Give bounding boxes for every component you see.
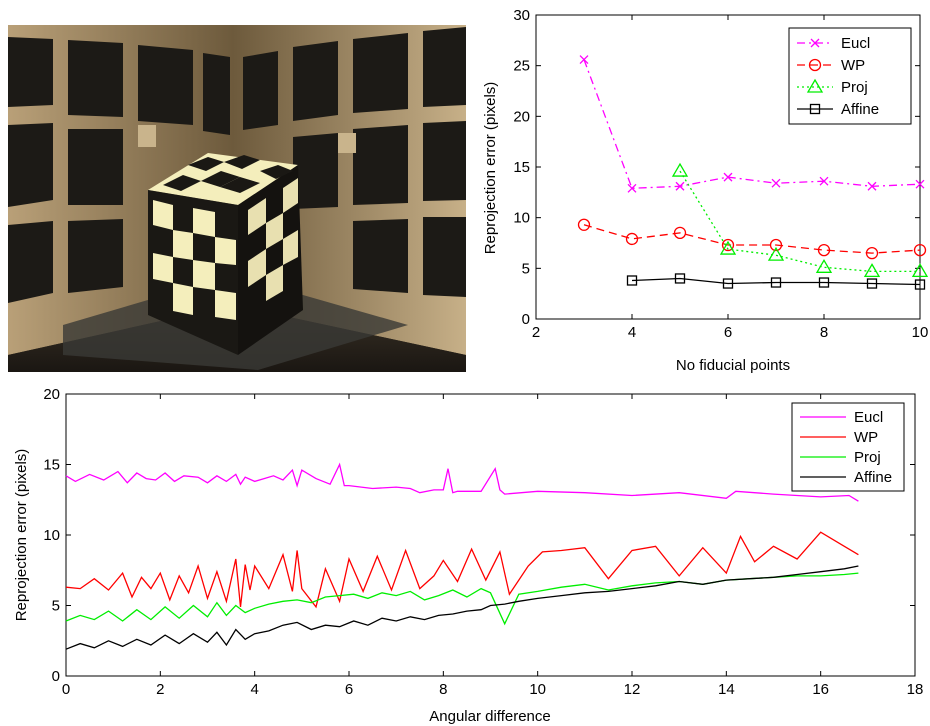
y-tick-label: 20 [43,386,60,403]
top-chart-ylabel: Reprojection error (pixels) [482,82,499,255]
legend-label: Proj [841,79,868,96]
y-tick-label: 0 [52,668,60,685]
series-affine [66,566,858,649]
series-eucl [66,465,858,502]
bottom-chart-xlabel: Angular difference [429,708,550,725]
y-tick-label: 10 [43,527,60,544]
x-tick-label: 12 [624,681,641,698]
top-chart-xlabel: No fiducial points [676,357,790,374]
legend-label: WP [854,429,878,446]
y-tick-label: 25 [513,58,530,75]
data-point [817,260,831,272]
y-tick-label: 15 [43,457,60,474]
top-chart-legend: Eucl WP Proj Affine [789,28,911,124]
bottom-chart-ylabel: Reprojection error (pixels) [13,449,30,622]
y-tick-label: 15 [513,159,530,176]
x-tick-label: 10 [912,324,929,341]
x-tick-label: 0 [62,681,70,698]
x-tick-label: 6 [724,324,732,341]
y-tick-label: 20 [513,108,530,125]
data-point [628,184,636,192]
bottom-chart-series [66,465,858,650]
legend-label: Eucl [841,35,870,52]
x-tick-label: 18 [907,681,924,698]
legend-label: Affine [841,101,879,118]
series-line [66,465,858,502]
fiducial-points-chart: 2 4 6 8 10 0 5 10 15 20 25 30 Eucl WP Proj Affine No f… [465,0,930,380]
x-tick-label: 6 [345,681,353,698]
x-tick-label: 2 [156,681,164,698]
series-proj [66,573,858,624]
checkerboard-cube-photo-icon [8,25,466,372]
data-point [579,219,590,230]
bottom-chart-ticks: 0 2 4 6 8 10 12 14 16 18 0 5 10 15 20 [43,386,923,698]
x-tick-label: 8 [820,324,828,341]
angular-difference-chart: 0 2 4 6 8 10 12 14 16 18 0 5 10 15 20 Eucl WP Proj Affine… [0,380,930,726]
legend-label: Proj [854,449,881,466]
y-tick-label: 5 [52,598,60,615]
data-point [772,179,780,187]
x-tick-label: 14 [718,681,735,698]
y-tick-label: 5 [522,260,530,277]
legend-label: Affine [854,469,892,486]
x-tick-label: 8 [439,681,447,698]
data-point [580,56,588,64]
series-line [66,532,858,607]
legend-label: WP [841,57,865,74]
bottom-chart-legend: Eucl WP Proj Affine [792,403,904,491]
x-tick-label: 4 [628,324,636,341]
y-tick-label: 0 [522,311,530,328]
series-line [66,566,858,649]
x-tick-label: 16 [812,681,829,698]
data-point [865,264,879,276]
data-point [673,164,687,176]
y-tick-label: 10 [513,210,530,227]
x-tick-label: 2 [532,324,540,341]
series-line [66,573,858,624]
series-wp [66,532,858,607]
x-tick-label: 4 [250,681,258,698]
x-tick-label: 10 [529,681,546,698]
series-affine [628,274,925,289]
y-tick-label: 30 [513,7,530,24]
legend-label: Eucl [854,409,883,426]
